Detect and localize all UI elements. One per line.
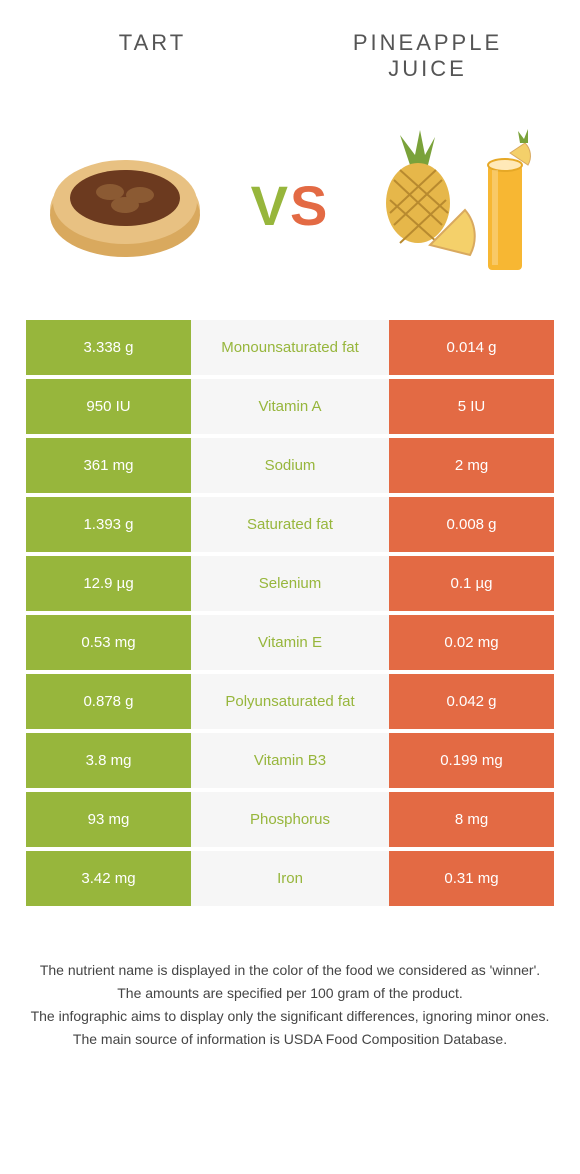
footnote-line: The infographic aims to display only the…: [30, 1006, 550, 1027]
vs-s: S: [290, 174, 329, 237]
right-value-cell: 0.199 mg: [389, 733, 554, 788]
tart-image: [40, 125, 210, 285]
left-value-cell: 0.53 mg: [26, 615, 191, 670]
right-value-cell: 8 mg: [389, 792, 554, 847]
footnote-line: The amounts are specified per 100 gram o…: [30, 983, 550, 1004]
table-row: 93 mgPhosphorus8 mg: [26, 792, 554, 847]
table-row: 3.42 mgIron0.31 mg: [26, 851, 554, 906]
table-row: 0.878 gPolyunsaturated fat0.042 g: [26, 674, 554, 729]
nutrient-label-cell: Sodium: [191, 438, 389, 493]
nutrient-label-cell: Vitamin A: [191, 379, 389, 434]
footnotes: The nutrient name is displayed in the co…: [0, 910, 580, 1050]
right-value-cell: 2 mg: [389, 438, 554, 493]
nutrient-label-cell: Phosphorus: [191, 792, 389, 847]
table-row: 950 IUVitamin A5 IU: [26, 379, 554, 434]
pineapple-juice-image: [370, 125, 540, 285]
nutrient-label-cell: Iron: [191, 851, 389, 906]
vs-label: VS: [251, 173, 330, 238]
left-food-title: Tart: [40, 30, 265, 100]
table-row: 0.53 mgVitamin E0.02 mg: [26, 615, 554, 670]
left-value-cell: 12.9 µg: [26, 556, 191, 611]
left-value-cell: 93 mg: [26, 792, 191, 847]
right-value-cell: 5 IU: [389, 379, 554, 434]
nutrient-label-cell: Saturated fat: [191, 497, 389, 552]
table-row: 12.9 µgSelenium0.1 µg: [26, 556, 554, 611]
left-value-cell: 3.42 mg: [26, 851, 191, 906]
vs-v: V: [251, 174, 290, 237]
table-row: 1.393 gSaturated fat0.008 g: [26, 497, 554, 552]
nutrient-label-cell: Vitamin B3: [191, 733, 389, 788]
footnote-line: The main source of information is USDA F…: [30, 1029, 550, 1050]
nutrient-label-cell: Polyunsaturated fat: [191, 674, 389, 729]
table-row: 3.8 mgVitamin B30.199 mg: [26, 733, 554, 788]
right-food-title: Pineapple Juice: [315, 30, 540, 100]
right-value-cell: 0.02 mg: [389, 615, 554, 670]
nutrient-label-cell: Vitamin E: [191, 615, 389, 670]
comparison-table: 3.338 gMonounsaturated fat0.014 g950 IUV…: [0, 320, 580, 906]
images-row: VS: [0, 110, 580, 320]
right-value-cell: 0.042 g: [389, 674, 554, 729]
left-value-cell: 361 mg: [26, 438, 191, 493]
left-value-cell: 1.393 g: [26, 497, 191, 552]
left-value-cell: 0.878 g: [26, 674, 191, 729]
header: Tart Pineapple Juice: [0, 0, 580, 110]
left-value-cell: 3.8 mg: [26, 733, 191, 788]
nutrient-label-cell: Selenium: [191, 556, 389, 611]
table-row: 361 mgSodium2 mg: [26, 438, 554, 493]
right-value-cell: 0.1 µg: [389, 556, 554, 611]
right-value-cell: 0.31 mg: [389, 851, 554, 906]
table-row: 3.338 gMonounsaturated fat0.014 g: [26, 320, 554, 375]
right-value-cell: 0.008 g: [389, 497, 554, 552]
left-value-cell: 950 IU: [26, 379, 191, 434]
nutrient-label-cell: Monounsaturated fat: [191, 320, 389, 375]
left-value-cell: 3.338 g: [26, 320, 191, 375]
footnote-line: The nutrient name is displayed in the co…: [30, 960, 550, 981]
right-value-cell: 0.014 g: [389, 320, 554, 375]
